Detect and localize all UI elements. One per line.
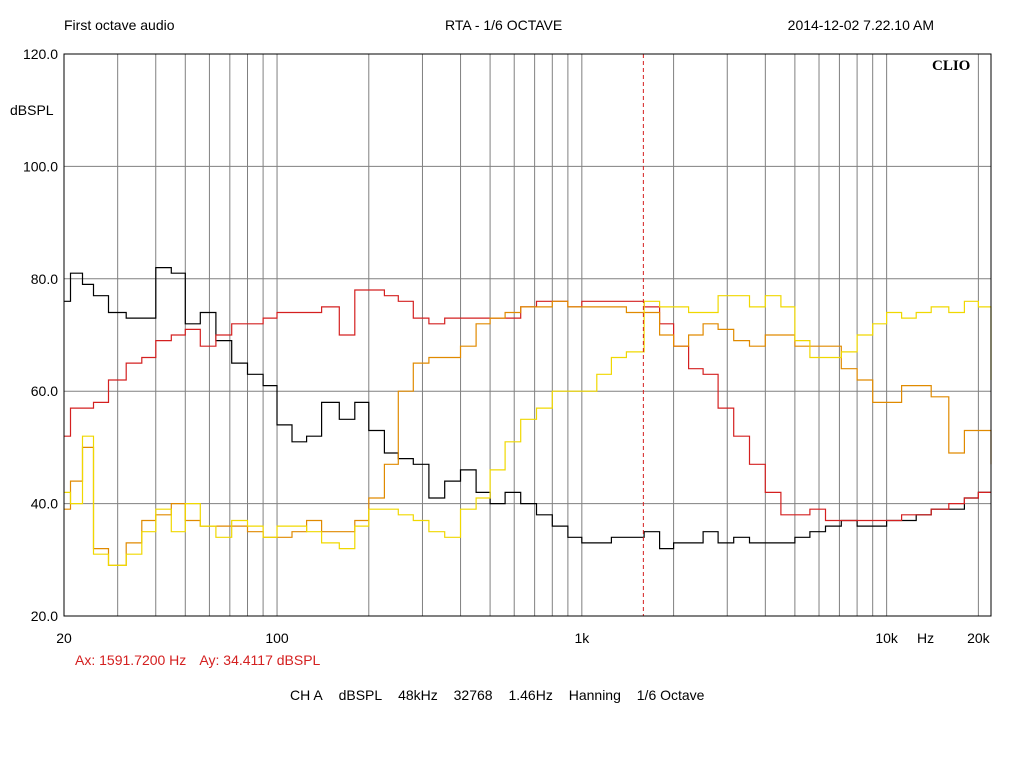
cursor-readout: Ax: 1591.7200 Hz Ay: 34.4117 dBSPL: [75, 652, 330, 668]
settings-units: dBSPL: [338, 687, 383, 703]
y-tick-label: 60.0: [31, 383, 58, 399]
x-tick-label: 20k: [967, 630, 991, 646]
measurement-settings: CH A dBSPL 48kHz 32768 1.46Hz Hanning 1/…: [290, 687, 716, 703]
series-trace-4: [64, 295, 992, 566]
x-tick-label: 20: [56, 630, 72, 646]
y-tick-label: 120.0: [23, 46, 58, 62]
series-group: [64, 267, 992, 566]
y-tick-label: 40.0: [31, 496, 58, 512]
y-tick-label: 20.0: [31, 608, 58, 624]
plot-frame: [63, 53, 992, 617]
clio-logo: CLIO: [932, 58, 971, 74]
cursor-ay: Ay: 34.4117 dBSPL: [199, 652, 321, 668]
x-axis-ticks: 20 100 1k 10k 20k: [56, 630, 990, 646]
settings-samplerate: 48kHz: [398, 687, 438, 703]
y-axis-label: dBSPL: [10, 102, 54, 118]
y-tick-label: 100.0: [23, 158, 58, 174]
grid: [63, 53, 991, 617]
settings-smoothing: 1/6 Octave: [636, 687, 705, 703]
settings-window: Hanning: [568, 687, 621, 703]
y-tick-label: 80.0: [31, 271, 58, 287]
timestamp: 2014-12-02 7.22.10 AM: [787, 17, 934, 33]
x-axis-unit: Hz: [917, 630, 934, 646]
cursor-ax: Ax: 1591.7200 Hz: [75, 652, 187, 668]
x-tick-label: 100: [265, 630, 289, 646]
x-tick-label: 1k: [574, 630, 590, 646]
settings-fftsize: 32768: [453, 687, 493, 703]
measurement-title: RTA - 1/6 OCTAVE: [445, 17, 563, 33]
series-trace-2: [64, 289, 991, 522]
settings-channel: CH A: [290, 687, 323, 703]
app-title: First octave audio: [64, 17, 175, 33]
settings-resolution: 1.46Hz: [508, 687, 553, 703]
y-axis-ticks: 120.0 100.0 80.0 60.0 40.0 20.0: [23, 46, 58, 624]
x-tick-label: 10k: [875, 630, 899, 646]
series-trace-1: [64, 267, 991, 550]
